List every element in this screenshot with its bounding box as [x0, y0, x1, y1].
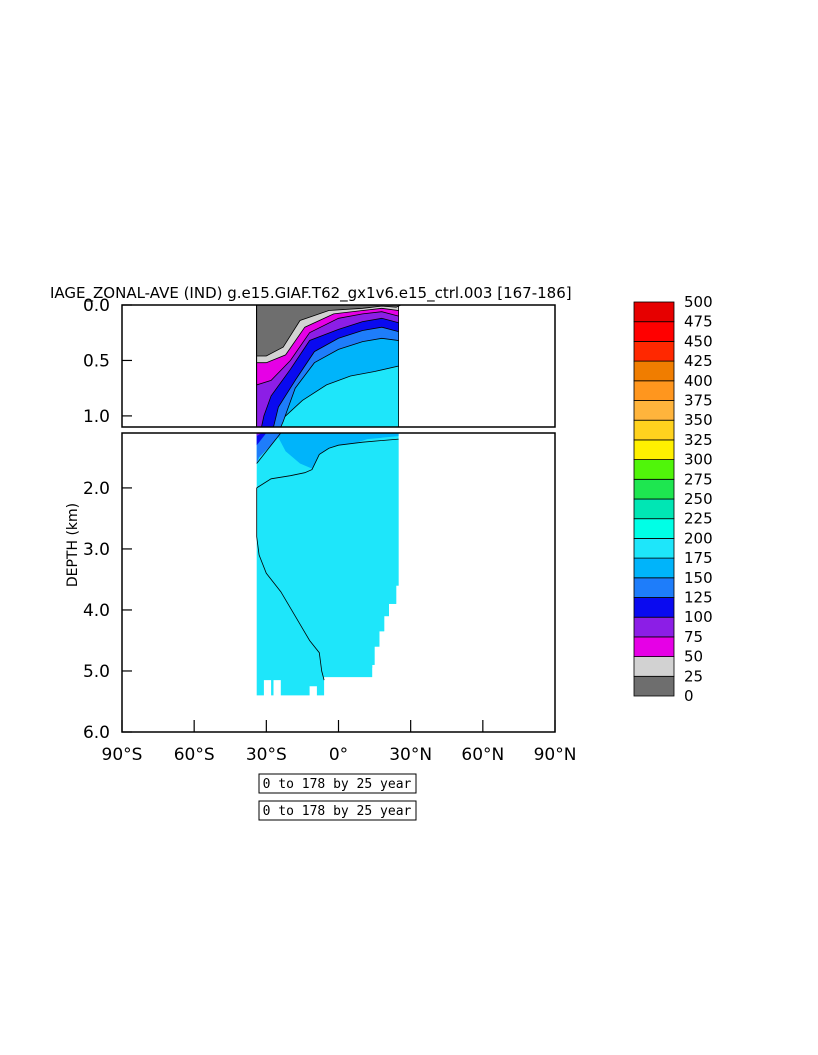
colorbar-swatch: [633, 321, 675, 342]
colorbar-label: 75: [684, 628, 703, 646]
x-tick-label: 0°: [329, 745, 348, 765]
x-tick-label: 60°N: [461, 745, 504, 765]
lower-region-125-150: [256, 433, 281, 464]
colorbar-label: 250: [684, 490, 713, 508]
colorbar-swatch: [633, 301, 675, 323]
colorbar-swatch: [633, 636, 675, 658]
colorbar-swatch: [633, 478, 675, 500]
colorbar-swatch: [633, 538, 675, 559]
colorbar-swatch: [633, 557, 675, 579]
lower-y-tick-label: 3.0: [83, 540, 110, 560]
upper-panel-frame: [121, 304, 556, 428]
colorbar-label: 225: [684, 510, 713, 528]
x-tick-label: 90°S: [102, 745, 143, 765]
upper-y-tick-label: 0.0: [83, 296, 110, 316]
colorbar-label: 175: [684, 549, 713, 567]
colorbar-label: 50: [684, 648, 703, 666]
colorbar-label: 450: [684, 332, 713, 350]
colorbar-label: 125: [684, 589, 713, 607]
lower-y-tick-label: 2.0: [83, 479, 110, 499]
lower-y-tick-label: 4.0: [83, 601, 110, 621]
x-tick-label: 90°N: [534, 745, 577, 765]
colorbar-label: 100: [684, 608, 713, 626]
colorbar-label: 0: [684, 687, 694, 705]
contour-interval-box-1: 0 to 178 by 25 year: [258, 773, 417, 794]
colorbar-swatch: [633, 419, 675, 441]
colorbar-label: 200: [684, 529, 713, 547]
contour-line-150: [256, 433, 282, 464]
upper-y-tick-label: 1.0: [83, 407, 110, 427]
contour-interval-text-2: 0 to 178 by 25 year: [263, 804, 412, 819]
colorbar-swatch: [633, 518, 675, 539]
colorbar-swatch: [633, 597, 675, 618]
colorbar-swatch: [633, 360, 675, 382]
colorbar-swatch: [633, 498, 675, 520]
colorbar-label: 475: [684, 313, 713, 331]
upper-y-tick-label: 0.5: [83, 351, 110, 371]
y-axis-label: DEPTH (km): [65, 503, 81, 587]
lower-panel-contours: [256, 433, 399, 696]
contour-line-200: [256, 438, 399, 489]
upper-panel: 0.0 0.5 1.0: [83, 296, 556, 428]
upper-y-ticks: 0.0 0.5 1.0: [83, 296, 132, 427]
x-ticks: 90°S 60°S 30°S 0° 30°N 60°N 90°N: [102, 720, 577, 765]
colorbar-swatch: [633, 439, 675, 460]
x-tick-label: 60°S: [174, 745, 215, 765]
colorbar-swatch: [633, 656, 675, 677]
colorbar-swatch: [633, 400, 675, 421]
contour-interval-box-2: 0 to 178 by 25 year: [258, 800, 417, 821]
lower-y-tick-label: 6.0: [83, 723, 110, 743]
x-tick-label: 30°N: [389, 745, 432, 765]
colorbar-swatch: [633, 675, 675, 697]
colorbar: 0255075100125150175200225250275300325350…: [633, 293, 713, 705]
lower-region-75-100: [256, 433, 262, 437]
upper-panel-contours: [256, 305, 402, 427]
colorbar-swatch: [633, 616, 675, 638]
colorbar-swatch: [633, 459, 675, 480]
lower-y-tick-label: 5.0: [83, 662, 110, 682]
colorbar-label: 150: [684, 569, 713, 587]
colorbar-label: 375: [684, 392, 713, 410]
lower-y-ticks: 2.0 3.0 4.0 5.0 6.0: [83, 479, 132, 743]
lower-region-100-125: [256, 433, 267, 446]
colorbar-label: 25: [684, 667, 703, 685]
colorbar-label: 300: [684, 451, 713, 469]
colorbar-swatch: [633, 340, 675, 362]
contour-interval-text-1: 0 to 178 by 25 year: [263, 777, 412, 792]
colorbar-label: 500: [684, 293, 713, 311]
x-tick-label: 30°S: [246, 745, 287, 765]
colorbar-label: 400: [684, 372, 713, 390]
contour-line-200-deep: [256, 487, 325, 681]
colorbar-label: 425: [684, 352, 713, 370]
chart-title: IAGE_ZONAL-AVE (IND) g.e15.GIAF.T62_gx1v…: [50, 284, 572, 303]
lower-panel: 2.03.04.05.06.0 90°S 60°S 30°S 0° 30°N 60°N 90…: [83, 432, 577, 765]
colorbar-label: 325: [684, 431, 713, 449]
upper-region-0-25: [256, 305, 402, 357]
colorbar-label: 350: [684, 411, 713, 429]
colorbar-swatch: [633, 380, 675, 401]
colorbar-label: 275: [684, 470, 713, 488]
colorbar-swatch: [633, 577, 675, 598]
